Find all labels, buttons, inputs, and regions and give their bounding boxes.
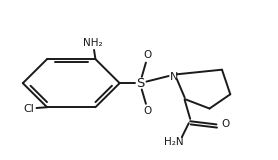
Text: N: N bbox=[169, 72, 178, 82]
Text: O: O bbox=[143, 50, 152, 60]
Text: H₂N: H₂N bbox=[164, 137, 183, 147]
Text: NH₂: NH₂ bbox=[83, 38, 103, 48]
Text: O: O bbox=[221, 119, 229, 129]
Text: S: S bbox=[136, 77, 145, 90]
Text: Cl: Cl bbox=[24, 104, 34, 114]
Text: O: O bbox=[143, 106, 152, 116]
